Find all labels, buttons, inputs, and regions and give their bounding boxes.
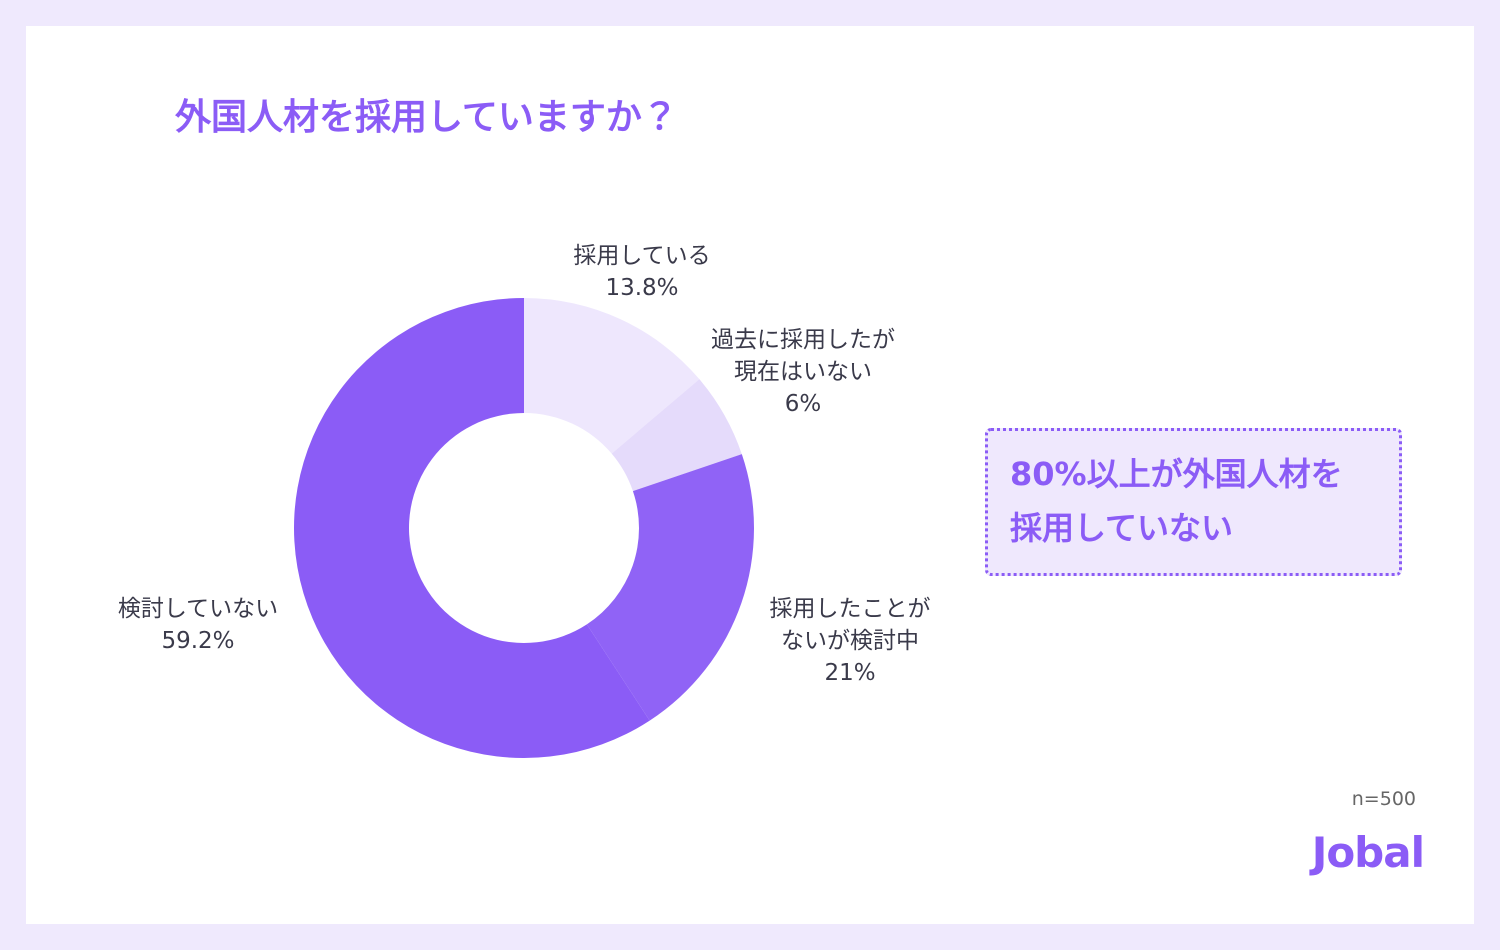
chart-title: 外国人材を採用していますか？ (175, 97, 678, 138)
category-label: 過去に採用したが 現在はいない (711, 327, 895, 385)
donut-slice (293, 298, 650, 759)
donut-slice (611, 379, 742, 492)
sample-size-note: n=500 (1351, 788, 1416, 810)
callout: 80%以上が外国人材を 採用していない (985, 428, 1402, 576)
slice-label: 検討していない 59.2% (118, 593, 278, 657)
value-label: 59.2% (161, 628, 235, 654)
value-label: 13.8% (605, 275, 679, 301)
slice-label: 採用したことが ないが検討中 21% (770, 593, 931, 689)
donut-slice (586, 454, 754, 721)
donut-slice (524, 298, 700, 454)
slice-label: 採用している 13.8% (573, 240, 710, 304)
category-label: 採用している (573, 243, 711, 269)
value-label: 6% (784, 391, 822, 417)
slice-label: 過去に採用したが 現在はいない 6% (711, 324, 895, 420)
value-label: 21% (824, 660, 876, 686)
category-label: 採用したことが ないが検討中 (769, 596, 931, 654)
logo: Jobal (1311, 828, 1425, 877)
category-label: 検討していない (117, 596, 279, 622)
